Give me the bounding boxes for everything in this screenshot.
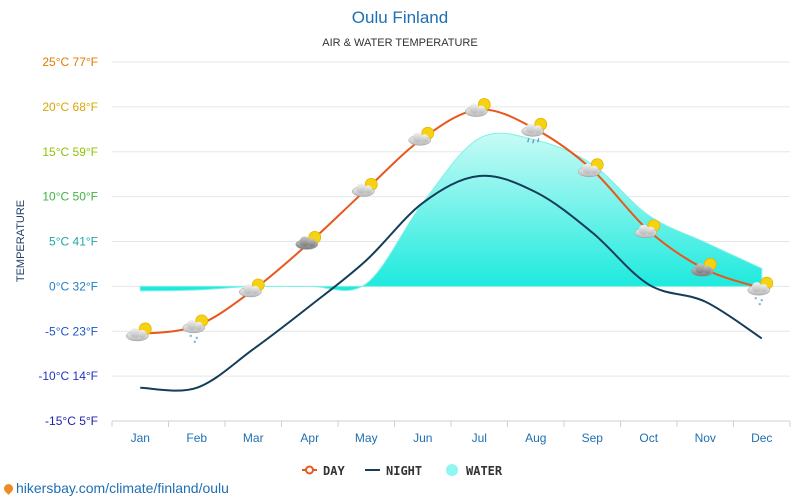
weather-icons (126, 98, 774, 344)
y-tick-labels: 25°C 77°F 20°C 68°F 15°C 59°F 10°C 50°F 5°C … (38, 55, 98, 428)
y-tick-label: 20°C 68°F (42, 100, 98, 114)
water-area (139, 132, 763, 292)
legend-item-day[interactable]: DAY (302, 464, 345, 478)
legend-item-water[interactable]: WATER (446, 464, 503, 478)
x-tick-label: May (355, 431, 378, 445)
chart-title: Oulu Finland (352, 8, 448, 27)
partly-cloudy-icon (634, 219, 661, 238)
legend[interactable]: DAY NIGHT WATER (302, 464, 503, 478)
x-tick-label: Feb (186, 431, 207, 445)
y-axis-label: TEMPERATURE (15, 200, 27, 282)
source-link[interactable]: hikersbay.com/climate/finland/oulu (2, 480, 229, 496)
legend-item-night[interactable]: NIGHT (365, 464, 422, 478)
y-tick-label: -10°C 14°F (38, 369, 98, 383)
night-line (140, 174, 763, 392)
cloudy-sun-icon (295, 230, 322, 250)
legend-label: WATER (466, 464, 503, 478)
y-tick-label: 5°C 41°F (49, 235, 98, 249)
x-tick-labels: Jan Feb Mar Apr May Jun Jul Aug Sep Oct Nov Dec (111, 421, 791, 445)
x-tick-label: Jun (413, 431, 432, 445)
partly-cloudy-icon (578, 158, 604, 177)
x-tick-label: Oct (639, 431, 658, 445)
cloudy-sun-icon (691, 257, 717, 277)
x-tick-label: Aug (525, 431, 546, 445)
y-tick-label: 25°C 77°F (42, 55, 98, 69)
legend-label: DAY (323, 464, 345, 478)
location-pin-icon (2, 482, 15, 495)
partly-cloudy-icon (239, 278, 265, 298)
x-tick-label: Jan (131, 431, 150, 445)
x-tick-label: Mar (243, 431, 264, 445)
partly-cloudy-icon (408, 126, 435, 146)
legend-label: NIGHT (386, 464, 422, 478)
x-tick-label: Nov (695, 431, 716, 445)
snow-partly-cloudy-icon (747, 276, 774, 306)
y-tick-label: 10°C 50°F (42, 190, 98, 204)
water-series (139, 132, 763, 292)
rain-partly-cloudy-icon (521, 117, 548, 144)
partly-cloudy-icon (465, 98, 491, 117)
x-tick-label: Dec (751, 431, 772, 445)
y-tick-label: 15°C 59°F (42, 145, 98, 159)
chart-subtitle: AIR & WATER TEMPERATURE (322, 37, 477, 49)
x-tick-label: Jul (472, 431, 487, 445)
snow-partly-cloudy-icon (182, 314, 209, 344)
y-tick-label: -5°C 23°F (45, 324, 98, 338)
partly-cloudy-icon (352, 178, 378, 197)
partly-cloudy-icon (126, 322, 152, 342)
y-tick-label: 0°C 32°F (49, 279, 98, 293)
legend-swatch (446, 464, 458, 476)
x-tick-label: Apr (300, 431, 319, 445)
source-text: hikersbay.com/climate/finland/oulu (16, 480, 229, 496)
y-tick-label: -15°C 5°F (45, 414, 98, 428)
x-tick-label: Sep (582, 431, 604, 445)
